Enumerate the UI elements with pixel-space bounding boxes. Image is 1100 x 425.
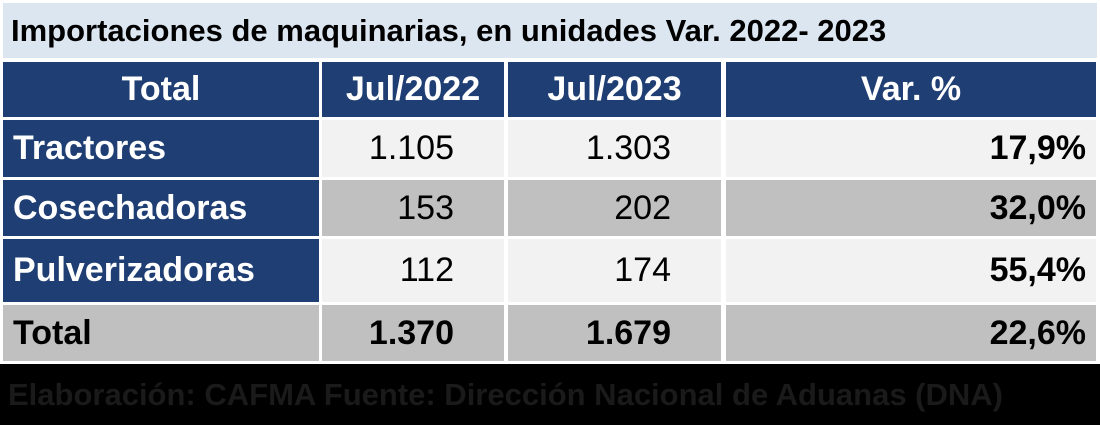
- data-cell: 202: [508, 180, 721, 236]
- row-label: Tractores: [3, 120, 319, 177]
- data-cell: 1.105: [322, 120, 504, 177]
- source-note: Elaboración: CAFMA Fuente: Dirección Nac…: [0, 364, 1100, 425]
- data-cell: 32,0%: [726, 180, 1096, 236]
- data-cell: 17,9%: [726, 120, 1096, 177]
- table-title: Importaciones de maquinarias, en unidade…: [3, 3, 1097, 58]
- data-cell: 174: [508, 239, 721, 302]
- header-cell: Var. %: [726, 62, 1096, 117]
- data-cell: 1.370: [322, 305, 504, 361]
- header-cell: Jul/2022: [322, 62, 504, 117]
- data-cell: 1.303: [508, 120, 721, 177]
- data-cell: 112: [322, 239, 504, 302]
- data-cell: 153: [322, 180, 504, 236]
- data-cell: 1.679: [508, 305, 721, 361]
- data-cell: 22,6%: [726, 305, 1096, 361]
- row-label: Cosechadoras: [3, 180, 319, 236]
- row-label: Pulverizadoras: [3, 239, 319, 302]
- header-cell: Jul/2023: [508, 62, 721, 117]
- data-cell: 55,4%: [726, 239, 1096, 302]
- row-label: Total: [3, 305, 319, 361]
- header-cell: Total: [3, 62, 319, 117]
